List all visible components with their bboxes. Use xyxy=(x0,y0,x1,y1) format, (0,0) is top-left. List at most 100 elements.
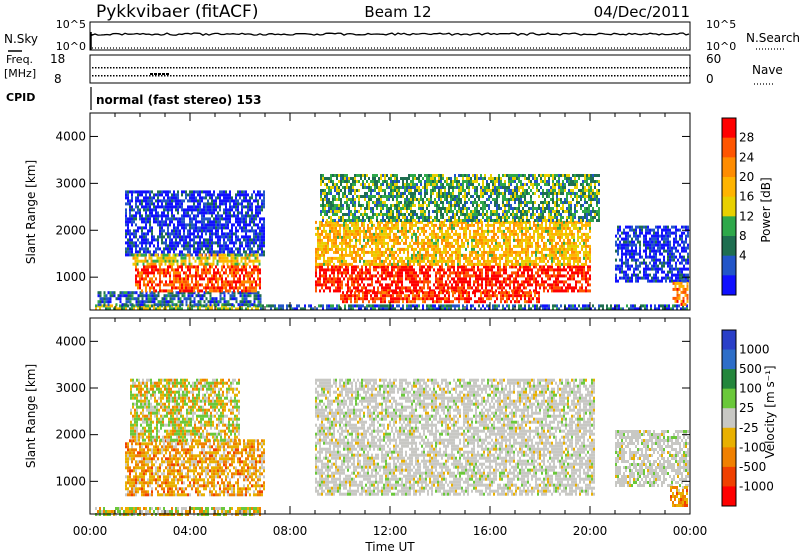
heatmap-cell xyxy=(135,247,137,251)
heatmap-cell xyxy=(393,226,395,230)
heatmap-cell xyxy=(132,253,135,257)
heatmap-cell xyxy=(169,205,171,209)
heatmap-cell xyxy=(235,283,237,287)
heatmap-cell xyxy=(565,268,567,272)
heatmap-cell xyxy=(379,247,381,251)
heatmap-cell xyxy=(389,226,391,230)
heatmap-cell xyxy=(171,283,173,287)
heatmap-cell xyxy=(185,300,188,304)
heatmap-cell xyxy=(577,274,579,278)
heatmap-cell xyxy=(415,241,417,245)
heatmap-cell xyxy=(137,190,139,194)
heatmap-cell xyxy=(575,253,577,257)
heatmap-cell xyxy=(369,289,371,293)
heatmap-cell xyxy=(531,244,533,248)
heatmap-cell xyxy=(459,253,461,257)
heatmap-cell xyxy=(152,259,155,263)
heatmap-cell xyxy=(545,274,547,278)
heatmap-cell xyxy=(465,274,467,278)
heatmap-cell xyxy=(175,303,178,307)
heatmap-cell xyxy=(337,244,339,248)
heatmap-cell xyxy=(136,256,139,260)
heatmap-cell xyxy=(325,280,327,284)
heatmap-cell xyxy=(181,303,184,307)
heatmap-cell xyxy=(227,300,230,304)
heatmap-cell xyxy=(237,202,239,206)
heatmap-cell xyxy=(127,199,129,203)
heatmap-cell xyxy=(243,277,245,281)
heatmap-cell xyxy=(585,220,587,224)
heatmap-cell xyxy=(409,223,411,227)
heatmap-cell xyxy=(253,268,255,272)
heatmap-cell xyxy=(324,207,326,210)
heatmap-cell xyxy=(177,300,180,304)
heatmap-cell xyxy=(235,280,237,284)
heatmap-cell xyxy=(541,277,543,281)
heatmap-cell xyxy=(255,297,258,301)
nave-dot xyxy=(236,75,238,77)
heatmap-cell xyxy=(147,241,149,245)
heatmap-cell xyxy=(359,253,361,257)
heatmap-cell xyxy=(383,268,385,272)
heatmap-cell xyxy=(319,271,321,275)
heatmap-cell xyxy=(333,289,335,293)
heatmap-cell xyxy=(223,300,226,304)
heatmap-cell xyxy=(577,256,579,260)
heatmap-cell xyxy=(150,256,153,260)
heatmap-cell xyxy=(253,241,255,245)
heatmap-cell xyxy=(375,253,377,257)
freq-dot xyxy=(680,67,682,69)
heatmap-cell xyxy=(113,294,116,298)
heatmap-cell xyxy=(377,235,379,239)
heatmap-cell xyxy=(333,262,335,266)
heatmap-cell xyxy=(135,280,137,284)
freq-dot xyxy=(398,67,400,69)
heatmap-cell xyxy=(419,280,421,284)
heatmap-cell xyxy=(467,286,469,290)
heatmap-cell xyxy=(183,226,185,230)
heatmap-cell xyxy=(401,280,403,284)
nave-dot xyxy=(608,75,610,77)
heatmap-cell xyxy=(365,289,367,293)
heatmap-cell xyxy=(145,208,147,212)
heatmap-cell xyxy=(541,232,543,236)
heatmap-cell xyxy=(565,226,567,230)
heatmap-cell xyxy=(367,283,369,287)
freq-dot xyxy=(161,67,163,69)
heatmap-cell xyxy=(419,232,421,236)
nave-dot xyxy=(146,75,148,77)
heatmap-cell xyxy=(211,286,213,290)
heatmap-cell xyxy=(467,241,469,245)
heatmap-cell xyxy=(349,247,351,251)
heatmap-cell xyxy=(419,259,421,263)
heatmap-cell xyxy=(204,253,207,257)
heatmap-cell xyxy=(230,253,233,257)
heatmap-cell xyxy=(145,211,147,215)
heatmap-cell xyxy=(149,199,151,203)
heatmap-cell xyxy=(129,303,132,307)
heatmap-cell xyxy=(127,304,129,308)
heatmap-cell xyxy=(527,265,529,269)
heatmap-cell xyxy=(441,229,443,233)
heatmap-cell xyxy=(333,250,335,254)
heatmap-cell xyxy=(421,271,423,275)
heatmap-cell xyxy=(245,307,247,311)
heatmap-cell xyxy=(163,247,165,251)
heatmap-cell xyxy=(563,253,565,257)
heatmap-cell xyxy=(117,294,120,298)
heatmap-cell xyxy=(139,241,141,245)
heatmap-cell xyxy=(585,247,587,251)
heatmap-cell xyxy=(219,277,221,281)
nave-dot xyxy=(269,75,271,77)
heatmap-cell xyxy=(233,232,235,236)
heatmap-cell xyxy=(107,297,110,301)
heatmap-cell xyxy=(245,196,247,200)
heatmap-cell xyxy=(204,259,207,263)
heatmap-cell xyxy=(521,241,523,245)
heatmap-cell xyxy=(441,280,443,284)
heatmap-cell xyxy=(252,253,255,257)
heatmap-cell xyxy=(139,277,141,281)
heatmap-cell xyxy=(479,253,481,257)
heatmap-cell xyxy=(173,214,175,218)
heatmap-cell xyxy=(461,223,463,227)
